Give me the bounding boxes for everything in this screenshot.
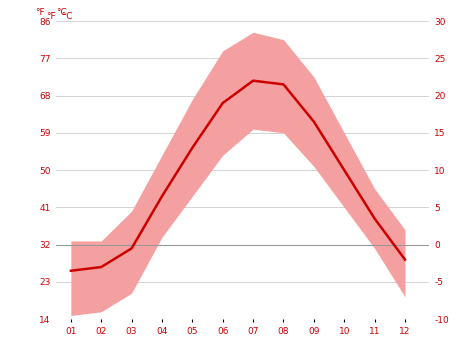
Text: °F: °F xyxy=(46,12,55,21)
Text: °C: °C xyxy=(56,8,67,17)
Text: °C: °C xyxy=(55,12,72,21)
Text: °F: °F xyxy=(36,8,45,17)
